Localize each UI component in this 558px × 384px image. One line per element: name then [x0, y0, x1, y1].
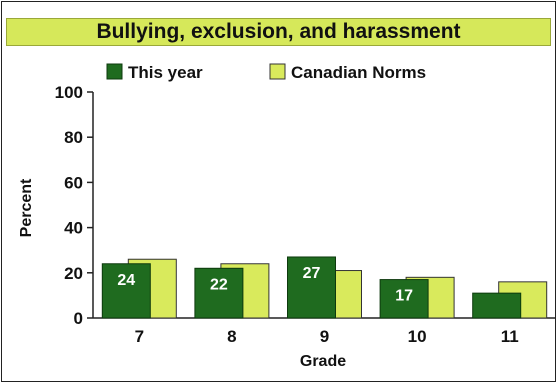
legend-label-canadian-norms: Canadian Norms: [291, 63, 426, 82]
bar-this-year: [379, 279, 429, 319]
y-tick-label: 40: [64, 219, 83, 238]
y-tick-label: 100: [55, 83, 83, 102]
legend-label-this-year: This year: [128, 63, 203, 82]
bar-this-year: [472, 292, 522, 319]
x-axis: 7 8 9 10 11: [93, 317, 556, 346]
bar-this-year: [101, 263, 151, 319]
bar-this-year: [287, 256, 336, 319]
y-tick-label: 80: [64, 128, 83, 147]
x-tick-label: 11: [501, 327, 519, 346]
data-label-this-year: 17: [395, 288, 413, 305]
bar-this-year: [194, 267, 244, 319]
x-tick-label: 8: [227, 327, 236, 346]
data-label-this-year: 27: [303, 265, 321, 282]
legend: This year Canadian Norms: [106, 63, 426, 82]
y-tick-label: 0: [74, 309, 83, 328]
x-axis-label: Grade: [300, 353, 346, 370]
chart-title: Bullying, exclusion, and harassment: [6, 18, 551, 46]
x-tick-label: 10: [408, 327, 427, 346]
bars: [101, 256, 548, 319]
data-label-this-year: 22: [210, 276, 228, 293]
legend-swatch-canadian-norms: [269, 63, 286, 80]
data-labels: 24 22 27 17: [117, 265, 413, 305]
y-axis: 0 20 40 60 80 100: [55, 83, 94, 328]
data-label-this-year: 24: [117, 272, 135, 289]
y-tick-label: 20: [64, 264, 83, 283]
x-tick-label: 9: [320, 327, 329, 346]
x-tick-label: 7: [135, 327, 144, 346]
y-tick-label: 60: [64, 173, 83, 192]
y-axis-label: Percent: [18, 178, 35, 237]
legend-swatch-this-year: [106, 63, 123, 80]
